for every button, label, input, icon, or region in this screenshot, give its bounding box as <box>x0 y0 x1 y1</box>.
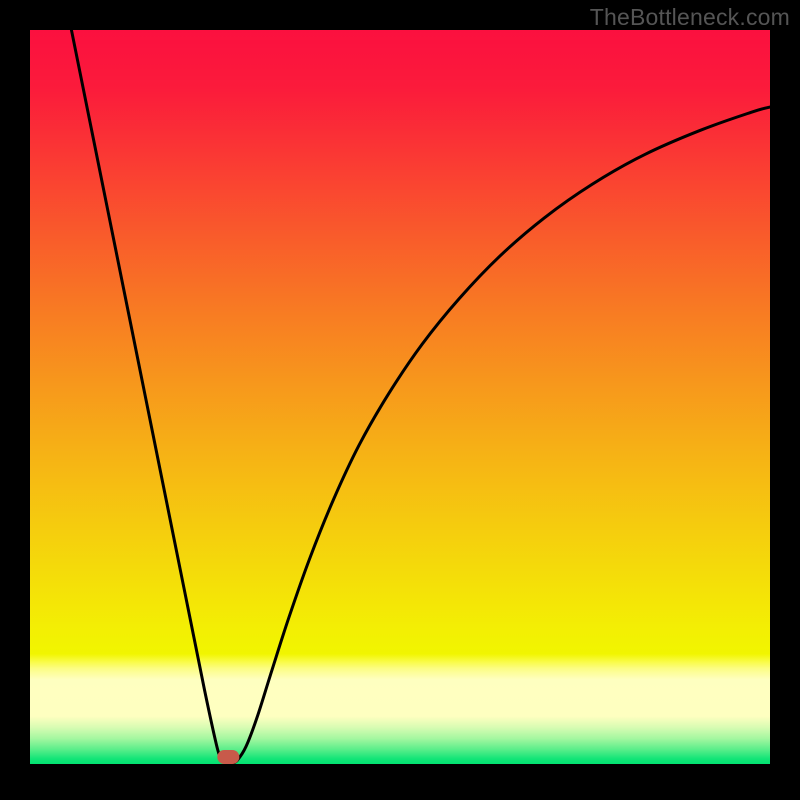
minimum-marker <box>217 750 239 764</box>
chart-container: TheBottleneck.com <box>0 0 800 800</box>
watermark-label: TheBottleneck.com <box>590 4 790 31</box>
gradient-background <box>30 30 770 764</box>
bottleneck-chart <box>0 0 800 800</box>
